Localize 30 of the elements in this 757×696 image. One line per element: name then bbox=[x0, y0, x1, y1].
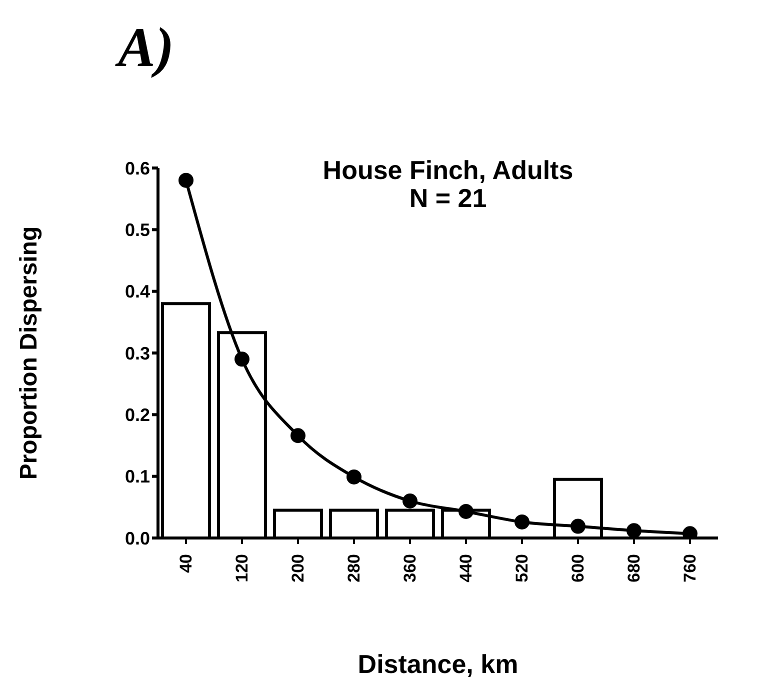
x-tick-label: 600 bbox=[568, 554, 588, 582]
x-tick-label: 200 bbox=[288, 554, 308, 582]
point bbox=[514, 514, 530, 530]
y-tick-label: 0.3 bbox=[124, 343, 150, 364]
x-tick-label: 120 bbox=[232, 554, 252, 582]
chart-title: House Finch, Adults bbox=[322, 155, 574, 185]
point bbox=[290, 428, 306, 444]
y-tick-label: 0.1 bbox=[124, 466, 150, 487]
x-axis-title: Distance, km bbox=[358, 649, 518, 679]
point bbox=[234, 352, 250, 367]
x-tick-label: 520 bbox=[512, 554, 532, 582]
y-tick-label: 0.4 bbox=[124, 282, 150, 302]
x-tick-label: 40 bbox=[176, 554, 196, 573]
point bbox=[346, 469, 362, 484]
x-tick-label: 760 bbox=[680, 554, 700, 582]
y-axis-title: Proportion Dispersing bbox=[16, 226, 43, 480]
x-tick-label: 680 bbox=[624, 554, 644, 582]
text: N = 21 bbox=[408, 183, 488, 213]
point bbox=[626, 523, 642, 538]
point bbox=[178, 172, 194, 188]
x-tick-label: 360 bbox=[400, 554, 420, 582]
x-tick-label: 280 bbox=[344, 554, 364, 582]
point bbox=[570, 518, 586, 534]
y-tick-label: 0.5 bbox=[124, 220, 150, 240]
y-tick-label: 0.0 bbox=[124, 528, 150, 548]
y-tick-label: 0.2 bbox=[124, 405, 150, 426]
point bbox=[402, 494, 418, 508]
point bbox=[458, 504, 474, 519]
x-tick-label: 440 bbox=[456, 554, 476, 582]
y-tick-label: 0.6 bbox=[124, 158, 150, 178]
